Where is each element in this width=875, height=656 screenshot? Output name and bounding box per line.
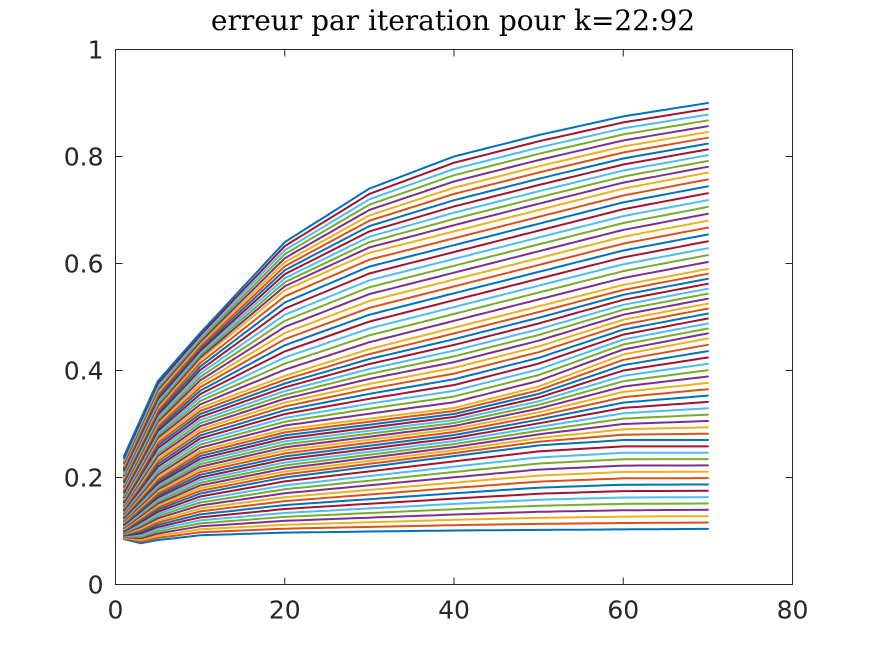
series-line-k81 — [123, 165, 709, 477]
series-line-k86 — [123, 136, 709, 468]
series-line-k24 — [123, 515, 709, 541]
series-line-k26 — [123, 502, 709, 538]
series-line-k28 — [123, 489, 709, 537]
series-line-k59 — [123, 302, 709, 508]
series-line-k45 — [123, 381, 709, 523]
x-tick-label: 80 — [777, 596, 809, 625]
series-line-k73 — [123, 219, 709, 490]
series-line-k25 — [123, 508, 709, 540]
x-tick-label: 40 — [438, 596, 470, 625]
series-line-k33 — [123, 458, 709, 534]
series-line-k69 — [123, 247, 709, 496]
x-tick-label: 0 — [108, 596, 124, 625]
y-tick-label: 0.2 — [64, 464, 104, 493]
series-line-k72 — [123, 226, 709, 491]
series-line-k89 — [123, 119, 709, 463]
series-line-k37 — [123, 432, 709, 531]
series-line-k66 — [123, 267, 709, 500]
series-line-k64 — [123, 277, 709, 503]
y-tick-label: 0 — [88, 571, 104, 600]
y-tick-label: 0.6 — [64, 250, 104, 279]
series-line-k85 — [123, 142, 709, 470]
series-line-k87 — [123, 131, 709, 466]
series-line-k70 — [123, 240, 709, 494]
series-line-k84 — [123, 148, 709, 472]
series-line-k53 — [123, 332, 709, 515]
series-line-k74 — [123, 212, 709, 488]
y-tick-label: 1 — [88, 36, 104, 65]
series-line-k60 — [123, 297, 709, 507]
y-axis: 0 0.2 0.4 0.6 0.8 1 — [64, 36, 104, 600]
series-line-k56 — [123, 317, 709, 512]
y-tick-label: 0.4 — [64, 357, 104, 386]
x-tick-label: 60 — [607, 596, 639, 625]
series-line-k32 — [123, 464, 709, 535]
x-tick-label: 20 — [269, 596, 301, 625]
series-line-k71 — [123, 233, 709, 493]
series-line-k88 — [123, 125, 709, 465]
series-line-k31 — [123, 470, 709, 535]
series-line-k76 — [123, 199, 709, 485]
series-line-k36 — [123, 439, 709, 532]
series-line-k77 — [123, 192, 709, 484]
series-line-k49 — [123, 356, 709, 519]
series-line-k80 — [123, 171, 709, 479]
series-line-k22 — [123, 527, 709, 545]
series-line-k68 — [123, 254, 709, 497]
series-line-k41 — [123, 407, 709, 527]
series-line-k46 — [123, 375, 709, 522]
chart-title: erreur par iteration pour k=22:92 — [211, 4, 695, 37]
series-line-k75 — [123, 205, 709, 487]
series-line-k63 — [123, 282, 709, 504]
x-axis: 0 20 40 60 80 — [108, 596, 809, 625]
series-line-k82 — [123, 160, 709, 475]
series-line-k38 — [123, 426, 709, 530]
series-line-k30 — [123, 477, 709, 536]
series-line-k39 — [123, 420, 709, 529]
series-line-k58 — [123, 307, 709, 510]
series-line-k52 — [123, 337, 709, 516]
series-line-k27 — [123, 496, 709, 538]
series-line-k61 — [123, 292, 709, 506]
series-group — [123, 102, 709, 545]
series-line-k51 — [123, 343, 709, 517]
series-line-k42 — [123, 400, 709, 526]
series-line-k23 — [123, 521, 709, 543]
series-line-k65 — [123, 272, 709, 501]
series-line-k29 — [123, 483, 709, 536]
series-line-k83 — [123, 154, 709, 474]
y-tick-label: 0.8 — [64, 143, 104, 172]
series-line-k79 — [123, 178, 709, 480]
series-line-k67 — [123, 261, 709, 499]
series-line-k78 — [123, 185, 709, 482]
series-line-k40 — [123, 413, 709, 528]
series-line-k50 — [123, 350, 709, 518]
series-line-k57 — [123, 312, 709, 511]
series-line-k48 — [123, 362, 709, 520]
tick-marks — [115, 49, 793, 585]
series-line-k35 — [123, 445, 709, 533]
series-line-k34 — [123, 451, 709, 534]
series-line-k62 — [123, 287, 709, 505]
series-line-k92 — [123, 102, 709, 458]
series-line-k43 — [123, 394, 709, 525]
series-line-k54 — [123, 327, 709, 514]
series-line-k90 — [123, 113, 709, 461]
series-line-k55 — [123, 322, 709, 513]
series-line-k91 — [123, 107, 709, 459]
series-line-k47 — [123, 369, 709, 521]
series-line-k44 — [123, 388, 709, 524]
